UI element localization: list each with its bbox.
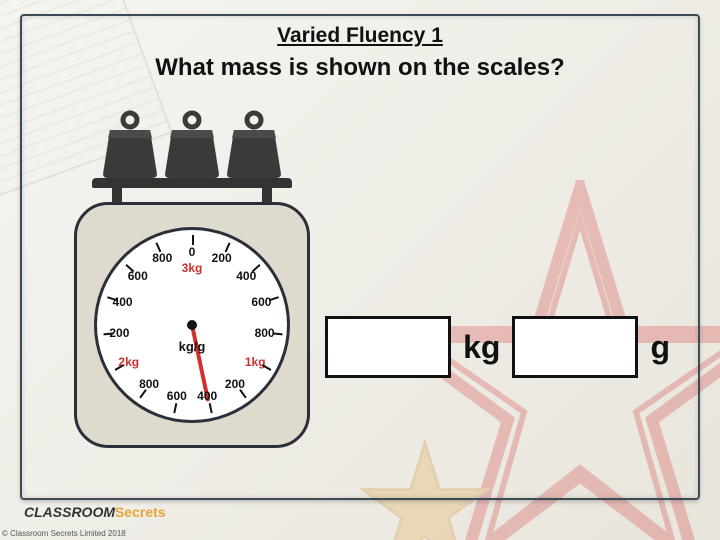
dial-label: 800: [152, 251, 172, 265]
dial-label: 0: [189, 245, 196, 259]
answer-box-g[interactable]: [512, 316, 638, 378]
brand-logo: CLASSROOMSecrets: [24, 504, 166, 520]
question-text: What mass is shown on the scales?: [22, 54, 698, 82]
dial-pivot: [187, 320, 197, 330]
answers-row: kg g: [325, 316, 670, 378]
logo-brand: CLASSROOM: [24, 504, 115, 520]
scale-platform: [92, 178, 292, 188]
dial-label: 200: [212, 251, 232, 265]
dial-label: 600: [167, 389, 187, 403]
dial-label: 200: [225, 377, 245, 391]
dial-label: 3kg: [182, 261, 203, 275]
scale-body: kg/g 02004006008001kg2004006008002kg2004…: [74, 202, 310, 448]
answer-box-kg[interactable]: [325, 316, 451, 378]
unit-kg: kg: [463, 329, 500, 366]
page-title: Varied Fluency 1: [22, 24, 698, 48]
dial-label: 600: [251, 295, 271, 309]
weight-icon: [224, 108, 284, 178]
slide: Varied Fluency 1 What mass is shown on t…: [0, 0, 720, 540]
dial-label: 800: [139, 377, 159, 391]
scale-dial: kg/g 02004006008001kg2004006008002kg2004…: [94, 227, 290, 423]
weights-row: [72, 108, 312, 178]
logo-accent: Secrets: [115, 504, 166, 520]
copyright-text: © Classroom Secrets Limited 2018: [2, 529, 126, 538]
unit-g: g: [650, 329, 670, 366]
dial-center-label: kg/g: [179, 339, 206, 354]
weight-icon: [100, 108, 160, 178]
dial-label: 600: [128, 269, 148, 283]
scale-illustration: kg/g 02004006008001kg2004006008002kg2004…: [72, 108, 312, 448]
weight-icon: [162, 108, 222, 178]
dial-label: 400: [197, 389, 217, 403]
content-frame: Varied Fluency 1 What mass is shown on t…: [20, 14, 700, 500]
dial-label: 400: [113, 295, 133, 309]
